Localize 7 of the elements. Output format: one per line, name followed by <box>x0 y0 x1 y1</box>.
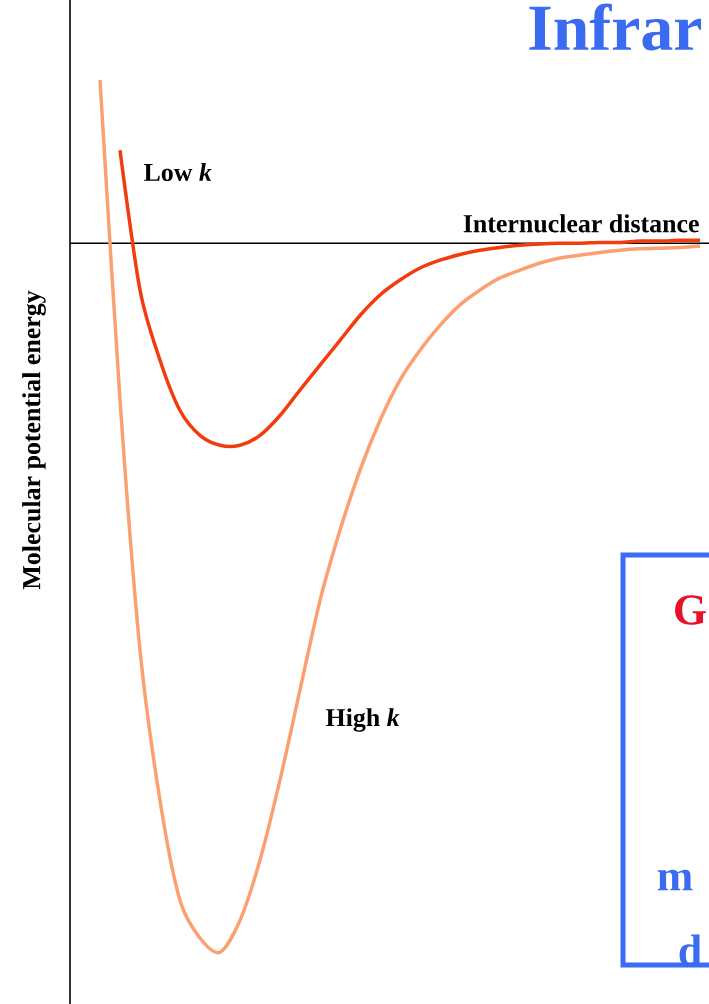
annotation: G <box>675 595 706 625</box>
x-axis-title: Internuclear distance <box>463 214 699 233</box>
series-label: Low k <box>143 162 212 182</box>
series-label: High k <box>325 708 400 732</box>
y-axis-title: Molecular potential energy <box>22 290 46 590</box>
chart-title: Infrar <box>529 3 702 51</box>
annotation: m <box>657 869 693 891</box>
